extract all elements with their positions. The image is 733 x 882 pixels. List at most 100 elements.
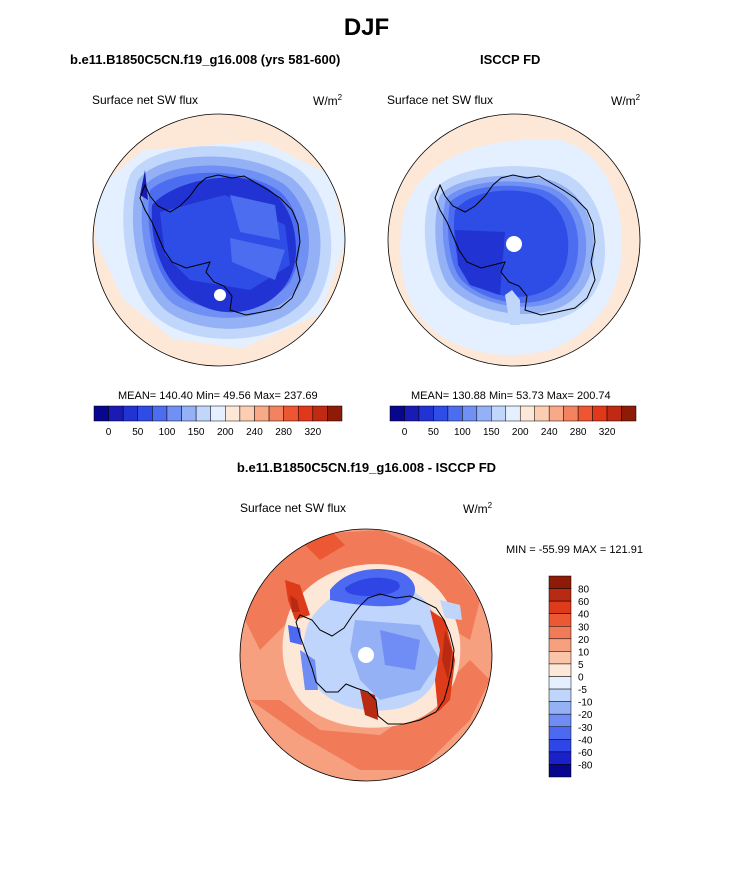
diff-colorbar-tick-label: -5 <box>578 685 587 696</box>
diff-colorbar-swatch <box>548 688 572 702</box>
model-colorbar-tick-label: 200 <box>217 427 234 438</box>
obs-colorbar-swatch <box>606 405 622 422</box>
diff-colorbar-swatch <box>548 626 572 640</box>
diff-colorbar-swatch <box>548 588 572 602</box>
diff-colorbar-tick-label: 10 <box>578 647 590 658</box>
diff-colorbar-swatch <box>548 676 572 690</box>
model-colorbar-swatch <box>122 405 139 422</box>
obs-colorbar-tick-label: 200 <box>512 427 529 438</box>
model-colorbar: 0 50 100 150 200 240 280 320 <box>93 405 343 438</box>
obs-colorbar-swatch <box>433 405 449 422</box>
obs-colorbar-swatch <box>592 405 608 422</box>
obs-panel-title: ISCCP FD <box>480 52 541 67</box>
diff-colorbar-tick-label: 20 <box>578 635 590 646</box>
diff-colorbar-tick-label: 0 <box>578 673 584 684</box>
model-colorbar-tick-label: 280 <box>275 427 292 438</box>
obs-colorbar-swatch <box>621 405 637 422</box>
model-units-label: W/m2 <box>313 93 343 108</box>
obs-colorbar-tick-label: 150 <box>483 427 500 438</box>
diff-colorbar-tick-label: -10 <box>578 698 593 709</box>
obs-colorbar-swatch <box>476 405 492 422</box>
model-colorbar-swatch <box>152 405 168 422</box>
model-colorbar-swatch <box>108 405 124 422</box>
model-colorbar-swatch <box>239 405 255 422</box>
model-colorbar-tick-label: 100 <box>159 427 176 438</box>
diff-map <box>239 528 493 782</box>
obs-colorbar-swatch <box>505 405 521 422</box>
model-stats: MEAN= 140.40 Min= 49.56 Max= 237.69 <box>118 390 318 402</box>
diff-colorbar-tick-label: -40 <box>578 735 593 746</box>
obs-colorbar-tick-label: 280 <box>570 427 587 438</box>
model-colorbar-swatch <box>166 405 182 422</box>
obs-colorbar-swatch <box>418 405 434 422</box>
obs-colorbar-swatch <box>404 405 420 422</box>
obs-colorbar-tick-label: 100 <box>454 427 471 438</box>
obs-colorbar-swatch <box>577 405 593 422</box>
model-colorbar-swatch <box>225 405 241 422</box>
model-colorbar-swatch <box>181 405 197 422</box>
diff-colorbar-tick-label: -60 <box>578 748 593 759</box>
obs-colorbar-tick-label: 320 <box>599 427 616 438</box>
diff-colorbar-tick-label: 80 <box>578 585 590 596</box>
diff-colorbar-tick-label: 5 <box>578 660 584 671</box>
obs-colorbar-tick-label: 240 <box>541 427 558 438</box>
obs-variable-label: Surface net SW flux <box>387 93 494 107</box>
diff-colorbar-swatch <box>548 651 572 665</box>
diff-colorbar-tick-label: 30 <box>578 622 590 633</box>
obs-colorbar-swatch <box>534 405 550 422</box>
obs-colorbar-swatch <box>389 405 405 422</box>
diff-panel-title: b.e11.B1850C5CN.f19_g16.008 - ISCCP FD <box>236 460 497 475</box>
diff-colorbar-swatch <box>548 613 572 627</box>
diff-colorbar-swatch <box>548 701 572 715</box>
obs-colorbar-swatch <box>519 405 535 422</box>
diff-colorbar-tick-label: 60 <box>578 597 590 608</box>
model-colorbar-swatch <box>137 405 153 422</box>
diff-colorbar-swatch <box>548 764 572 778</box>
model-colorbar-tick-label: 240 <box>246 427 263 438</box>
obs-colorbar-tick-label: 0 <box>402 427 408 438</box>
model-colorbar-swatch <box>210 405 226 422</box>
model-colorbar-swatch <box>312 405 328 422</box>
obs-map <box>387 113 641 367</box>
obs-colorbar-swatch <box>563 405 579 422</box>
obs-colorbar-swatch <box>491 405 507 422</box>
diff-colorbar-swatch <box>548 638 572 652</box>
obs-colorbar-swatch <box>447 405 463 422</box>
model-panel-title: b.e11.B1850C5CN.f19_g16.008 (yrs 581-600… <box>70 52 341 67</box>
obs-colorbar-swatch <box>548 405 564 422</box>
diff-colorbar-tick-label: -20 <box>578 710 593 721</box>
model-colorbar-swatch <box>297 405 314 422</box>
diff-units-label: W/m2 <box>463 501 493 516</box>
model-variable-label: Surface net SW flux <box>92 93 199 107</box>
diff-stats: MIN = -55.99 MAX = 121.91 <box>506 544 643 556</box>
model-colorbar-swatch <box>195 405 211 422</box>
obs-colorbar: 0 50 100 150 200 240 280 320 <box>389 405 637 438</box>
diff-colorbar-swatch <box>548 751 572 765</box>
obs-colorbar-swatch <box>462 405 478 422</box>
diff-colorbar-swatch <box>548 739 572 753</box>
diff-colorbar-tick-label: 40 <box>578 610 590 621</box>
model-colorbar-tick-label: 50 <box>132 427 144 438</box>
obs-colorbar-tick-label: 50 <box>428 427 440 438</box>
obs-units-label: W/m2 <box>611 93 641 108</box>
model-map <box>92 113 346 367</box>
diff-colorbar-swatch <box>548 575 572 589</box>
model-colorbar-swatch <box>283 405 299 422</box>
model-colorbar-tick-label: 320 <box>304 427 321 438</box>
diff-colorbar-swatch <box>548 726 572 740</box>
model-colorbar-swatch <box>93 405 109 422</box>
diff-colorbar-swatch <box>548 663 572 677</box>
diff-colorbar-tick-label: -30 <box>578 723 593 734</box>
diff-colorbar-tick-label: -80 <box>578 760 593 771</box>
model-colorbar-tick-label: 0 <box>106 427 112 438</box>
model-colorbar-tick-label: 150 <box>188 427 205 438</box>
model-colorbar-swatch <box>254 405 270 422</box>
diff-variable-label: Surface net SW flux <box>240 501 347 515</box>
model-colorbar-swatch <box>327 405 343 422</box>
diff-colorbar-swatch <box>548 600 572 614</box>
model-colorbar-swatch <box>268 405 284 422</box>
obs-stats: MEAN= 130.88 Min= 53.73 Max= 200.74 <box>411 390 611 402</box>
diff-colorbar-swatch <box>548 713 572 727</box>
